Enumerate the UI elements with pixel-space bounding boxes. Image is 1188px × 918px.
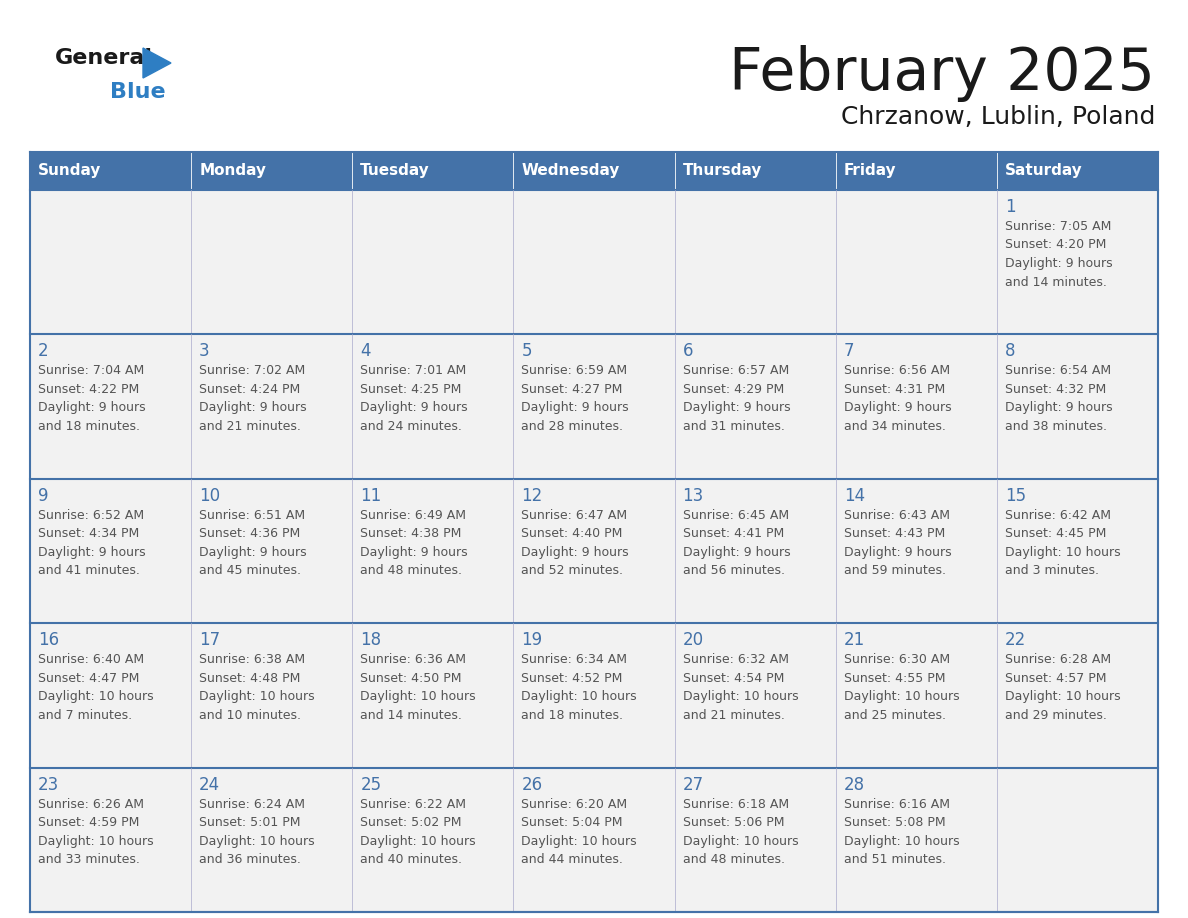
Text: Sunrise: 6:56 AM
Sunset: 4:31 PM
Daylight: 9 hours
and 34 minutes.: Sunrise: 6:56 AM Sunset: 4:31 PM Dayligh… <box>843 364 952 433</box>
Text: 24: 24 <box>200 776 220 793</box>
Text: General: General <box>55 48 153 68</box>
Text: Sunrise: 6:52 AM
Sunset: 4:34 PM
Daylight: 9 hours
and 41 minutes.: Sunrise: 6:52 AM Sunset: 4:34 PM Dayligh… <box>38 509 146 577</box>
Text: Sunrise: 6:34 AM
Sunset: 4:52 PM
Daylight: 10 hours
and 18 minutes.: Sunrise: 6:34 AM Sunset: 4:52 PM Dayligh… <box>522 654 637 722</box>
Text: 23: 23 <box>38 776 59 793</box>
Text: Sunrise: 6:57 AM
Sunset: 4:29 PM
Daylight: 9 hours
and 31 minutes.: Sunrise: 6:57 AM Sunset: 4:29 PM Dayligh… <box>683 364 790 433</box>
Text: Sunrise: 6:51 AM
Sunset: 4:36 PM
Daylight: 9 hours
and 45 minutes.: Sunrise: 6:51 AM Sunset: 4:36 PM Dayligh… <box>200 509 307 577</box>
Bar <box>353 152 513 190</box>
Bar <box>30 623 1158 767</box>
Text: 1: 1 <box>1005 198 1016 216</box>
Text: 27: 27 <box>683 776 703 793</box>
Text: Sunrise: 6:40 AM
Sunset: 4:47 PM
Daylight: 10 hours
and 7 minutes.: Sunrise: 6:40 AM Sunset: 4:47 PM Dayligh… <box>38 654 153 722</box>
Text: Wednesday: Wednesday <box>522 163 620 178</box>
Text: Sunrise: 7:04 AM
Sunset: 4:22 PM
Daylight: 9 hours
and 18 minutes.: Sunrise: 7:04 AM Sunset: 4:22 PM Dayligh… <box>38 364 146 433</box>
Text: Sunrise: 6:24 AM
Sunset: 5:01 PM
Daylight: 10 hours
and 36 minutes.: Sunrise: 6:24 AM Sunset: 5:01 PM Dayligh… <box>200 798 315 866</box>
Text: Sunrise: 6:18 AM
Sunset: 5:06 PM
Daylight: 10 hours
and 48 minutes.: Sunrise: 6:18 AM Sunset: 5:06 PM Dayligh… <box>683 798 798 866</box>
Text: February 2025: February 2025 <box>729 45 1155 102</box>
Text: 26: 26 <box>522 776 543 793</box>
Text: Sunrise: 6:30 AM
Sunset: 4:55 PM
Daylight: 10 hours
and 25 minutes.: Sunrise: 6:30 AM Sunset: 4:55 PM Dayligh… <box>843 654 960 722</box>
Polygon shape <box>143 48 171 78</box>
Bar <box>30 152 191 190</box>
Bar <box>675 152 835 190</box>
Text: Sunday: Sunday <box>38 163 101 178</box>
Text: Sunrise: 6:20 AM
Sunset: 5:04 PM
Daylight: 10 hours
and 44 minutes.: Sunrise: 6:20 AM Sunset: 5:04 PM Dayligh… <box>522 798 637 866</box>
Text: Chrzanow, Lublin, Poland: Chrzanow, Lublin, Poland <box>841 105 1155 129</box>
Bar <box>191 152 353 190</box>
Text: Sunrise: 6:28 AM
Sunset: 4:57 PM
Daylight: 10 hours
and 29 minutes.: Sunrise: 6:28 AM Sunset: 4:57 PM Dayligh… <box>1005 654 1120 722</box>
Text: Blue: Blue <box>110 82 165 102</box>
Text: 25: 25 <box>360 776 381 793</box>
Text: 8: 8 <box>1005 342 1016 361</box>
Text: Sunrise: 6:26 AM
Sunset: 4:59 PM
Daylight: 10 hours
and 33 minutes.: Sunrise: 6:26 AM Sunset: 4:59 PM Dayligh… <box>38 798 153 866</box>
Text: Tuesday: Tuesday <box>360 163 430 178</box>
Text: 20: 20 <box>683 632 703 649</box>
Text: Sunrise: 6:49 AM
Sunset: 4:38 PM
Daylight: 9 hours
and 48 minutes.: Sunrise: 6:49 AM Sunset: 4:38 PM Dayligh… <box>360 509 468 577</box>
Text: Sunrise: 6:16 AM
Sunset: 5:08 PM
Daylight: 10 hours
and 51 minutes.: Sunrise: 6:16 AM Sunset: 5:08 PM Dayligh… <box>843 798 960 866</box>
Text: Sunrise: 6:45 AM
Sunset: 4:41 PM
Daylight: 9 hours
and 56 minutes.: Sunrise: 6:45 AM Sunset: 4:41 PM Dayligh… <box>683 509 790 577</box>
Text: Sunrise: 6:47 AM
Sunset: 4:40 PM
Daylight: 9 hours
and 52 minutes.: Sunrise: 6:47 AM Sunset: 4:40 PM Dayligh… <box>522 509 630 577</box>
Text: 9: 9 <box>38 487 49 505</box>
Text: 17: 17 <box>200 632 220 649</box>
Bar <box>835 152 997 190</box>
Text: 21: 21 <box>843 632 865 649</box>
Text: Sunrise: 6:54 AM
Sunset: 4:32 PM
Daylight: 9 hours
and 38 minutes.: Sunrise: 6:54 AM Sunset: 4:32 PM Dayligh… <box>1005 364 1112 433</box>
Text: Monday: Monday <box>200 163 266 178</box>
Text: Sunrise: 6:38 AM
Sunset: 4:48 PM
Daylight: 10 hours
and 10 minutes.: Sunrise: 6:38 AM Sunset: 4:48 PM Dayligh… <box>200 654 315 722</box>
Text: 22: 22 <box>1005 632 1026 649</box>
Text: 28: 28 <box>843 776 865 793</box>
Text: 2: 2 <box>38 342 49 361</box>
Text: Friday: Friday <box>843 163 896 178</box>
Text: 5: 5 <box>522 342 532 361</box>
Text: 14: 14 <box>843 487 865 505</box>
Text: 15: 15 <box>1005 487 1026 505</box>
Text: 13: 13 <box>683 487 703 505</box>
Bar <box>513 152 675 190</box>
Text: 4: 4 <box>360 342 371 361</box>
Bar <box>30 334 1158 479</box>
Text: Sunrise: 6:42 AM
Sunset: 4:45 PM
Daylight: 10 hours
and 3 minutes.: Sunrise: 6:42 AM Sunset: 4:45 PM Dayligh… <box>1005 509 1120 577</box>
Text: Sunrise: 7:02 AM
Sunset: 4:24 PM
Daylight: 9 hours
and 21 minutes.: Sunrise: 7:02 AM Sunset: 4:24 PM Dayligh… <box>200 364 307 433</box>
Text: Sunrise: 7:01 AM
Sunset: 4:25 PM
Daylight: 9 hours
and 24 minutes.: Sunrise: 7:01 AM Sunset: 4:25 PM Dayligh… <box>360 364 468 433</box>
Text: 3: 3 <box>200 342 210 361</box>
Text: 7: 7 <box>843 342 854 361</box>
Text: Sunrise: 6:43 AM
Sunset: 4:43 PM
Daylight: 9 hours
and 59 minutes.: Sunrise: 6:43 AM Sunset: 4:43 PM Dayligh… <box>843 509 952 577</box>
Text: 18: 18 <box>360 632 381 649</box>
Text: Thursday: Thursday <box>683 163 762 178</box>
Bar <box>997 152 1158 190</box>
Bar <box>30 767 1158 912</box>
Text: 11: 11 <box>360 487 381 505</box>
Text: 16: 16 <box>38 632 59 649</box>
Text: 10: 10 <box>200 487 220 505</box>
Text: Sunrise: 6:32 AM
Sunset: 4:54 PM
Daylight: 10 hours
and 21 minutes.: Sunrise: 6:32 AM Sunset: 4:54 PM Dayligh… <box>683 654 798 722</box>
Text: Sunrise: 6:22 AM
Sunset: 5:02 PM
Daylight: 10 hours
and 40 minutes.: Sunrise: 6:22 AM Sunset: 5:02 PM Dayligh… <box>360 798 476 866</box>
Text: Sunrise: 6:59 AM
Sunset: 4:27 PM
Daylight: 9 hours
and 28 minutes.: Sunrise: 6:59 AM Sunset: 4:27 PM Dayligh… <box>522 364 630 433</box>
Text: Sunrise: 6:36 AM
Sunset: 4:50 PM
Daylight: 10 hours
and 14 minutes.: Sunrise: 6:36 AM Sunset: 4:50 PM Dayligh… <box>360 654 476 722</box>
Bar <box>30 479 1158 623</box>
Text: Sunrise: 7:05 AM
Sunset: 4:20 PM
Daylight: 9 hours
and 14 minutes.: Sunrise: 7:05 AM Sunset: 4:20 PM Dayligh… <box>1005 220 1112 288</box>
Text: 12: 12 <box>522 487 543 505</box>
Bar <box>30 190 1158 334</box>
Text: 6: 6 <box>683 342 693 361</box>
Text: 19: 19 <box>522 632 543 649</box>
Text: Saturday: Saturday <box>1005 163 1082 178</box>
